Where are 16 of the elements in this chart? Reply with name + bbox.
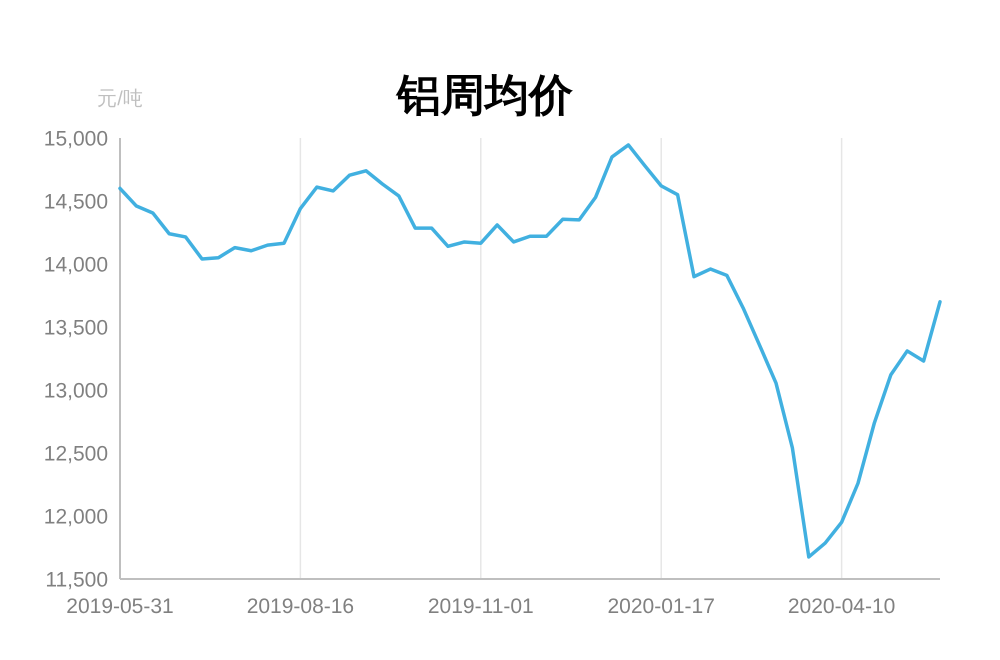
y-tick-label: 12,500 xyxy=(44,442,108,466)
y-tick-label: 13,500 xyxy=(44,316,108,340)
y-tick-label: 14,500 xyxy=(44,190,108,214)
y-tick-label: 12,000 xyxy=(44,505,108,528)
y-tick-label: 14,000 xyxy=(44,253,108,276)
y-tick-label: 15,000 xyxy=(44,127,108,150)
x-tick-label: 2020-04-10 xyxy=(788,595,896,618)
x-tick-label: 2019-11-01 xyxy=(428,595,534,618)
x-tick-label: 2020-01-17 xyxy=(607,595,715,618)
line-series xyxy=(118,143,942,559)
y-tick-label: 11,500 xyxy=(45,568,108,592)
x-tick-label: 2019-08-16 xyxy=(246,595,354,618)
y-tick-label: 13,000 xyxy=(44,379,108,402)
x-tick-label: 2019-05-31 xyxy=(66,595,174,618)
y-axis-title: 元/吨 xyxy=(97,88,143,110)
chart-title: 铝周均价 xyxy=(395,71,574,120)
